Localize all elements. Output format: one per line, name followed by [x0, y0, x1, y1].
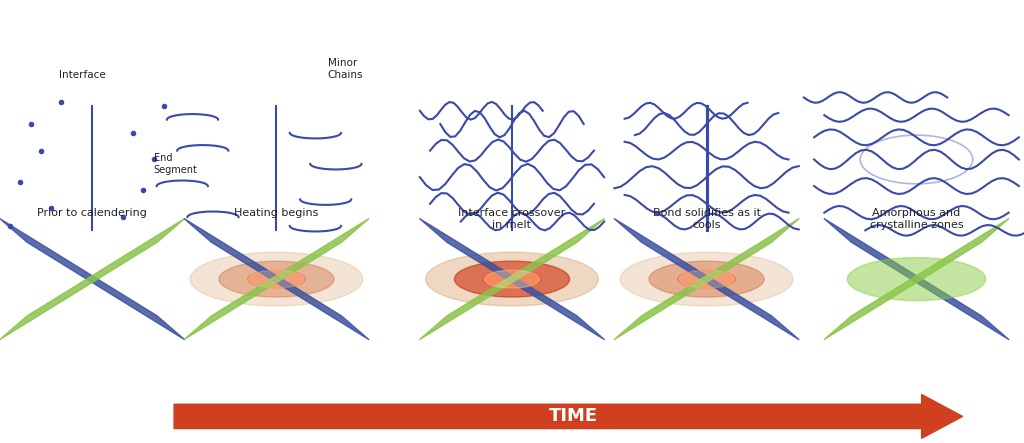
- Ellipse shape: [190, 252, 362, 306]
- Ellipse shape: [219, 261, 334, 297]
- Ellipse shape: [426, 252, 598, 306]
- Polygon shape: [824, 218, 1009, 340]
- Text: Minor
Chains: Minor Chains: [328, 58, 364, 80]
- Ellipse shape: [621, 252, 793, 306]
- Ellipse shape: [848, 257, 985, 301]
- Polygon shape: [0, 218, 184, 340]
- Ellipse shape: [248, 270, 305, 288]
- Polygon shape: [614, 218, 799, 340]
- FancyArrow shape: [174, 395, 963, 439]
- Ellipse shape: [678, 270, 735, 288]
- Polygon shape: [824, 218, 1009, 340]
- Text: Amorphous and
crystalline zones: Amorphous and crystalline zones: [869, 208, 964, 230]
- Ellipse shape: [483, 270, 541, 288]
- Text: Heating begins: Heating begins: [234, 208, 318, 218]
- Polygon shape: [420, 218, 604, 340]
- Ellipse shape: [679, 270, 734, 288]
- Ellipse shape: [484, 270, 540, 288]
- Text: Interface: Interface: [58, 70, 105, 80]
- Ellipse shape: [455, 261, 569, 297]
- Text: Interface crossover
in melt: Interface crossover in melt: [459, 208, 565, 230]
- Polygon shape: [420, 218, 604, 340]
- Ellipse shape: [649, 261, 764, 297]
- Text: Bond solidifies as it
cools: Bond solidifies as it cools: [652, 208, 761, 230]
- Text: Prior to calendering: Prior to calendering: [37, 208, 147, 218]
- Polygon shape: [614, 218, 799, 340]
- Polygon shape: [184, 218, 370, 340]
- Ellipse shape: [249, 270, 304, 288]
- Text: TIME: TIME: [549, 408, 598, 425]
- Polygon shape: [184, 218, 370, 340]
- Polygon shape: [0, 218, 184, 340]
- Text: End
Segment: End Segment: [154, 153, 198, 175]
